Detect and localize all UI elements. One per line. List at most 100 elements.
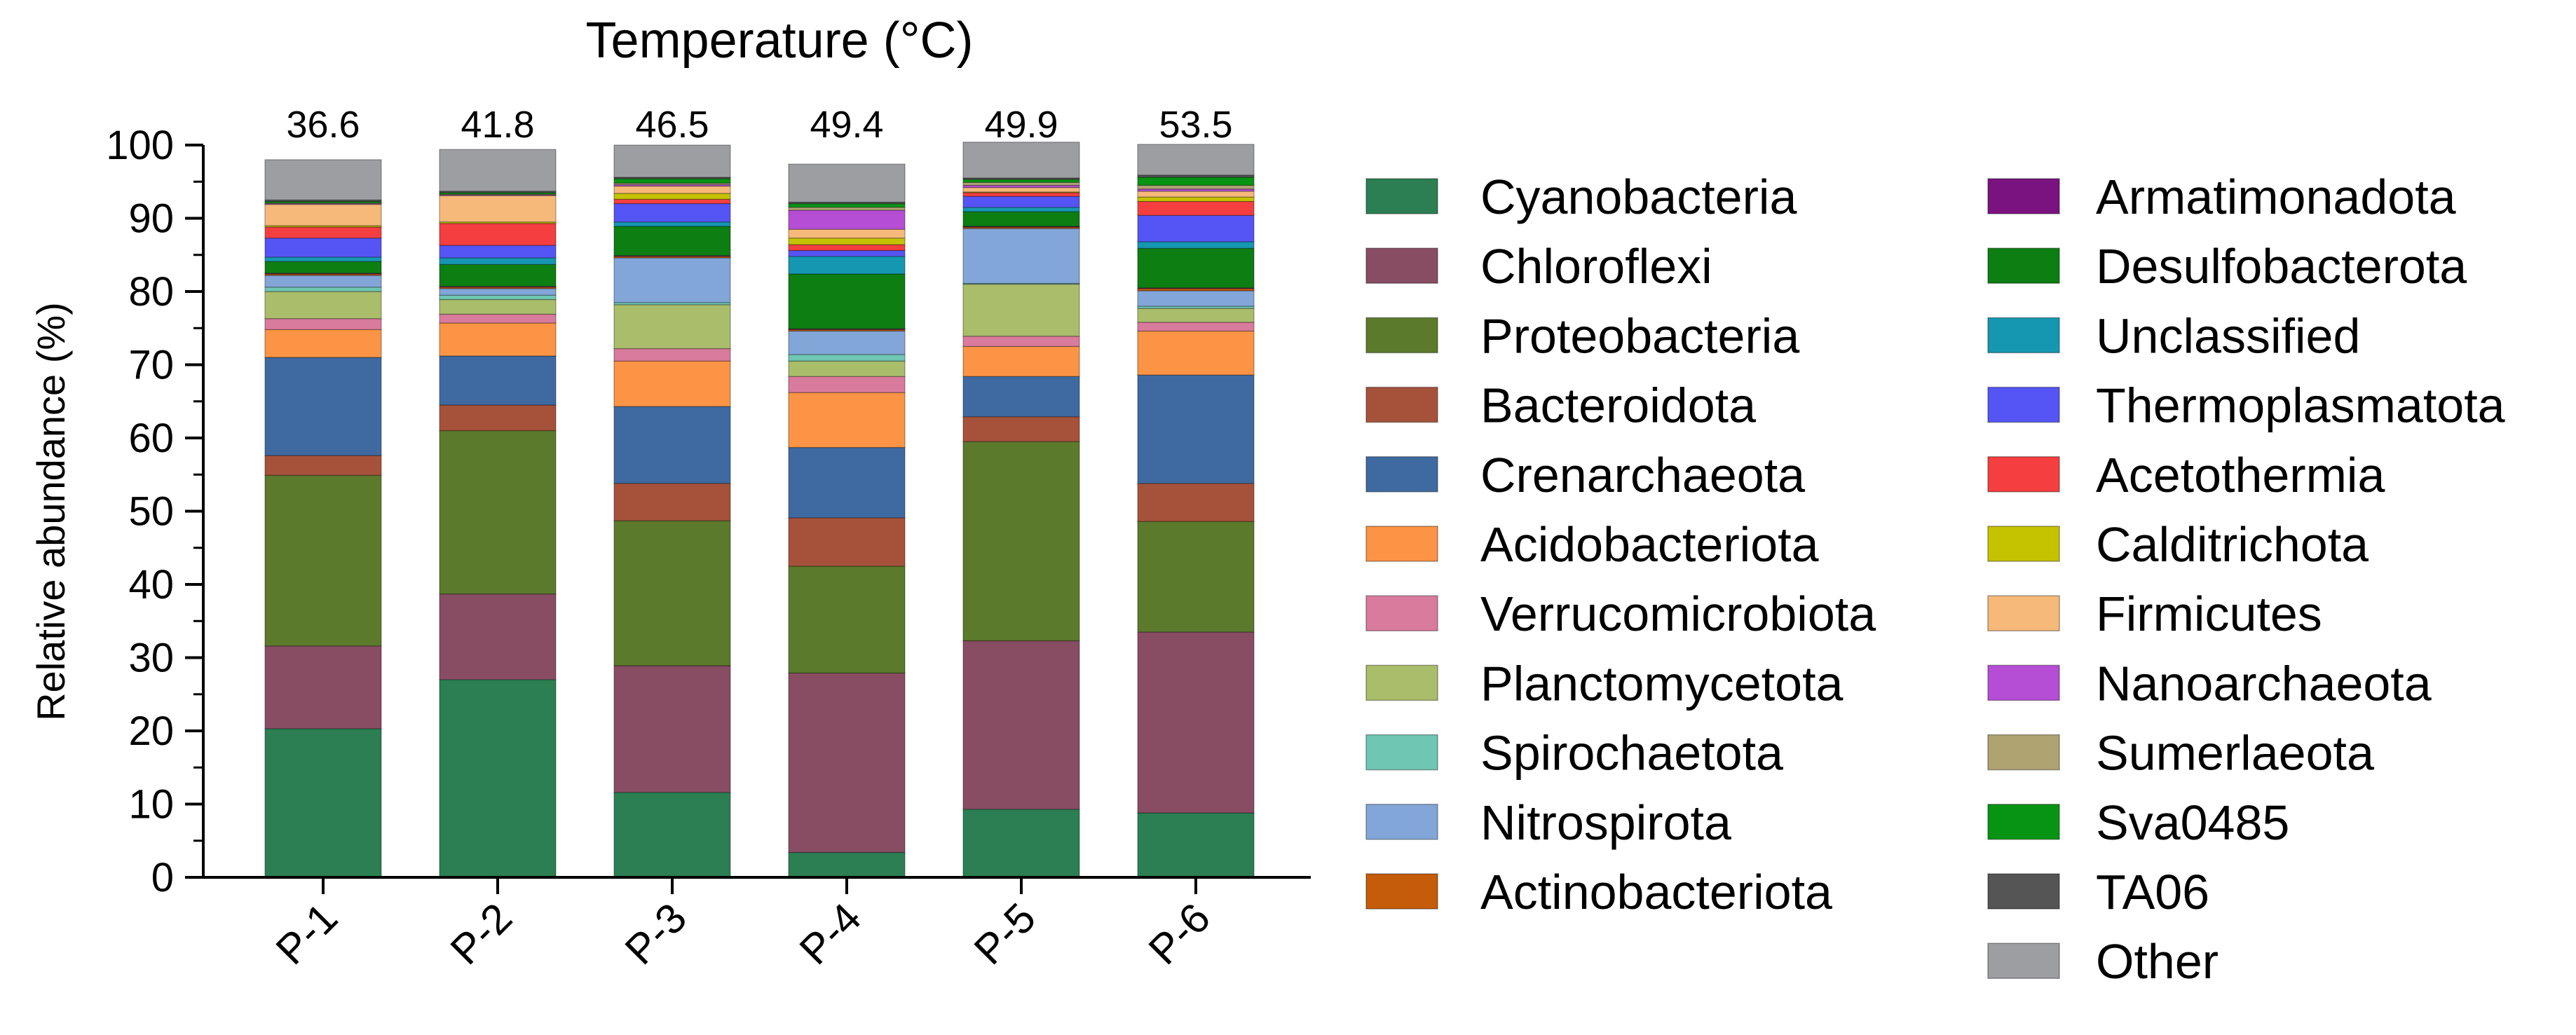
bar-segment-desulfobacterota bbox=[439, 263, 557, 287]
legend-item: Planctomycetota bbox=[1365, 656, 1844, 711]
bar-segment-proteobacteria bbox=[613, 520, 731, 666]
bar-segment-planctomycetota bbox=[264, 291, 382, 320]
bar-segment-acidobacteriota bbox=[788, 392, 906, 448]
axes-layer bbox=[185, 144, 1311, 894]
y-tick-label: 100 bbox=[106, 123, 174, 168]
bar-segment-unclassified bbox=[613, 221, 731, 227]
bar-segment-calditrichota bbox=[1137, 196, 1255, 203]
bar-segment-bacteroidota bbox=[613, 483, 731, 521]
bar-segment-chloroflexi bbox=[788, 672, 906, 854]
bar-segment-sumerlaeota bbox=[439, 193, 557, 196]
x-tick-label: P-6 bbox=[1140, 894, 1219, 973]
temperature-label: 49.9 bbox=[984, 104, 1058, 146]
bar-segment-crenarchaeota bbox=[439, 355, 557, 406]
bar-segment-proteobacteria bbox=[439, 430, 557, 595]
y-tick-label: 0 bbox=[151, 855, 174, 900]
bar-stack-p-5 bbox=[962, 142, 1080, 878]
x-tick-label: P-3 bbox=[616, 894, 695, 973]
y-axis-title: Relative abundance (%) bbox=[29, 302, 73, 721]
legend-swatch bbox=[1365, 595, 1438, 631]
bar-segment-spirochaetota bbox=[788, 354, 906, 362]
legend-item: Calditrichota bbox=[1987, 517, 2369, 572]
y-tick-label: 20 bbox=[128, 708, 174, 754]
bar-segment-proteobacteria bbox=[788, 566, 906, 674]
y-tick-label: 30 bbox=[128, 636, 174, 681]
bar-segment-acidobacteriota bbox=[613, 360, 731, 407]
legend-swatch bbox=[1987, 526, 2060, 562]
bar-segment-other bbox=[264, 159, 382, 200]
legend-swatch bbox=[1365, 178, 1438, 214]
bar-segment-other bbox=[1137, 144, 1255, 176]
bar-segment-sva0485 bbox=[788, 203, 906, 208]
legend-item: Actinobacteriota bbox=[1365, 865, 1832, 919]
bar-segment-bacteroidota bbox=[962, 416, 1080, 442]
legend-label: Calditrichota bbox=[2096, 517, 2369, 572]
bar-segment-nitrospirota bbox=[439, 288, 557, 296]
bar-segment-sva0485 bbox=[613, 178, 731, 184]
bar-segment-cyanobacteria bbox=[264, 728, 382, 878]
legend-item: Nanoarchaeota bbox=[1987, 656, 2432, 711]
x-tick-label: P-5 bbox=[965, 894, 1044, 973]
bar-segment-calditrichota bbox=[962, 191, 1080, 193]
bar-segment-cyanobacteria bbox=[1137, 812, 1255, 878]
bar-segment-unclassified bbox=[1137, 241, 1255, 249]
legend-label: Acetothermia bbox=[2096, 448, 2385, 502]
legend-item: Bacteroidota bbox=[1365, 378, 1756, 433]
legend-swatch bbox=[1987, 804, 2060, 840]
bar-segment-nitrospirota bbox=[788, 330, 906, 355]
bars-layer bbox=[264, 142, 1255, 878]
legend-item: Nitrospirota bbox=[1365, 795, 1731, 850]
y-tick-label: 50 bbox=[128, 489, 174, 535]
bar-segment-thermoplasmatota bbox=[613, 203, 731, 223]
bar-segment-acidobacteriota bbox=[264, 329, 382, 358]
legend-item: Crenarchaeota bbox=[1365, 448, 1805, 502]
legend-swatch bbox=[1987, 456, 2060, 493]
legend-label: Nanoarchaeota bbox=[2096, 656, 2432, 711]
legend-swatch bbox=[1987, 317, 2060, 354]
legend-swatch bbox=[1987, 734, 2060, 771]
legend-label: Actinobacteriota bbox=[1480, 865, 1832, 919]
legend-swatch bbox=[1987, 178, 2060, 214]
bar-segment-other bbox=[962, 142, 1080, 179]
bar-segment-other bbox=[613, 144, 731, 178]
bar-stack-p-1 bbox=[264, 159, 382, 878]
legend: Cyanobacteria Chloroflexi Proteobacteria Ba… bbox=[1365, 170, 2505, 989]
x-tick-label: P-2 bbox=[442, 894, 521, 973]
temperature-label: 46.5 bbox=[635, 104, 709, 146]
legend-label: Firmicutes bbox=[2096, 587, 2322, 641]
bar-segment-firmicutes bbox=[264, 204, 382, 226]
bar-segment-crenarchaeota bbox=[613, 406, 731, 484]
bar-segment-verrucomicrobiota bbox=[962, 336, 1080, 347]
legend-swatch bbox=[1365, 734, 1438, 771]
legend-item: Cyanobacteria bbox=[1365, 170, 1797, 224]
bar-segment-desulfobacterota bbox=[788, 273, 906, 329]
bar-segment-proteobacteria bbox=[962, 441, 1080, 642]
legend-item: Thermoplasmatota bbox=[1987, 378, 2505, 433]
bar-segment-chloroflexi bbox=[1137, 631, 1255, 814]
bar-segment-verrucomicrobiota bbox=[1137, 322, 1255, 332]
bar-segment-nitrospirota bbox=[1137, 290, 1255, 307]
bar-segment-verrucomicrobiota bbox=[439, 313, 557, 324]
legend-swatch bbox=[1365, 317, 1438, 354]
bar-segment-other bbox=[788, 163, 906, 203]
bar-segment-acetothermia bbox=[439, 223, 557, 246]
legend-swatch bbox=[1987, 386, 2060, 423]
y-tick-label: 10 bbox=[128, 782, 174, 828]
bar-stack-p-4 bbox=[788, 163, 906, 878]
legend-label: Proteobacteria bbox=[1480, 308, 1799, 363]
legend-label: Crenarchaeota bbox=[1480, 448, 1805, 502]
legend-item: Proteobacteria bbox=[1365, 308, 1799, 363]
legend-item: Other bbox=[1987, 934, 2219, 989]
bar-segment-crenarchaeota bbox=[1137, 374, 1255, 484]
bar-segment-planctomycetota bbox=[613, 304, 731, 350]
bar-stack-p-6 bbox=[1137, 144, 1255, 878]
y-tick-label: 70 bbox=[128, 343, 174, 388]
y-tick-label: 80 bbox=[128, 269, 174, 315]
bar-segment-unclassified bbox=[264, 256, 382, 262]
bar-segment-acidobacteriota bbox=[962, 345, 1080, 377]
temperature-label: 41.8 bbox=[461, 104, 534, 146]
bar-segment-cyanobacteria bbox=[439, 679, 557, 878]
bar-segment-verrucomicrobiota bbox=[613, 348, 731, 362]
